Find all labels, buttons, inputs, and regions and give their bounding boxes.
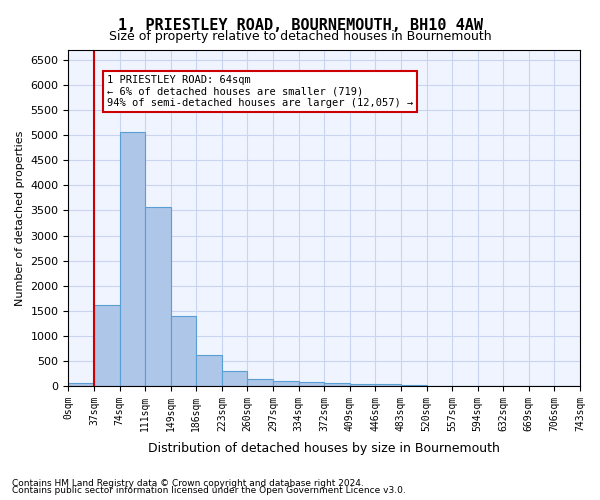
Bar [350,384,376,386]
Bar [119,132,145,386]
Bar [196,355,222,386]
Text: 1, PRIESTLEY ROAD, BOURNEMOUTH, BH10 4AW: 1, PRIESTLEY ROAD, BOURNEMOUTH, BH10 4AW [118,18,482,32]
Bar [145,207,171,386]
Text: Size of property relative to detached houses in Bournemouth: Size of property relative to detached ho… [109,30,491,43]
Bar [247,379,273,386]
Bar [324,383,350,386]
Y-axis label: Number of detached properties: Number of detached properties [15,130,25,306]
Bar [222,372,247,386]
X-axis label: Distribution of detached houses by size in Bournemouth: Distribution of detached houses by size … [148,442,500,455]
Bar [376,384,401,386]
Bar [299,382,324,386]
Text: Contains HM Land Registry data © Crown copyright and database right 2024.: Contains HM Land Registry data © Crown c… [12,478,364,488]
Text: Contains public sector information licensed under the Open Government Licence v3: Contains public sector information licen… [12,486,406,495]
Bar [94,304,119,386]
Bar [171,316,196,386]
Bar [273,381,299,386]
Bar [68,382,94,386]
Text: 1 PRIESTLEY ROAD: 64sqm
← 6% of detached houses are smaller (719)
94% of semi-de: 1 PRIESTLEY ROAD: 64sqm ← 6% of detached… [107,75,413,108]
